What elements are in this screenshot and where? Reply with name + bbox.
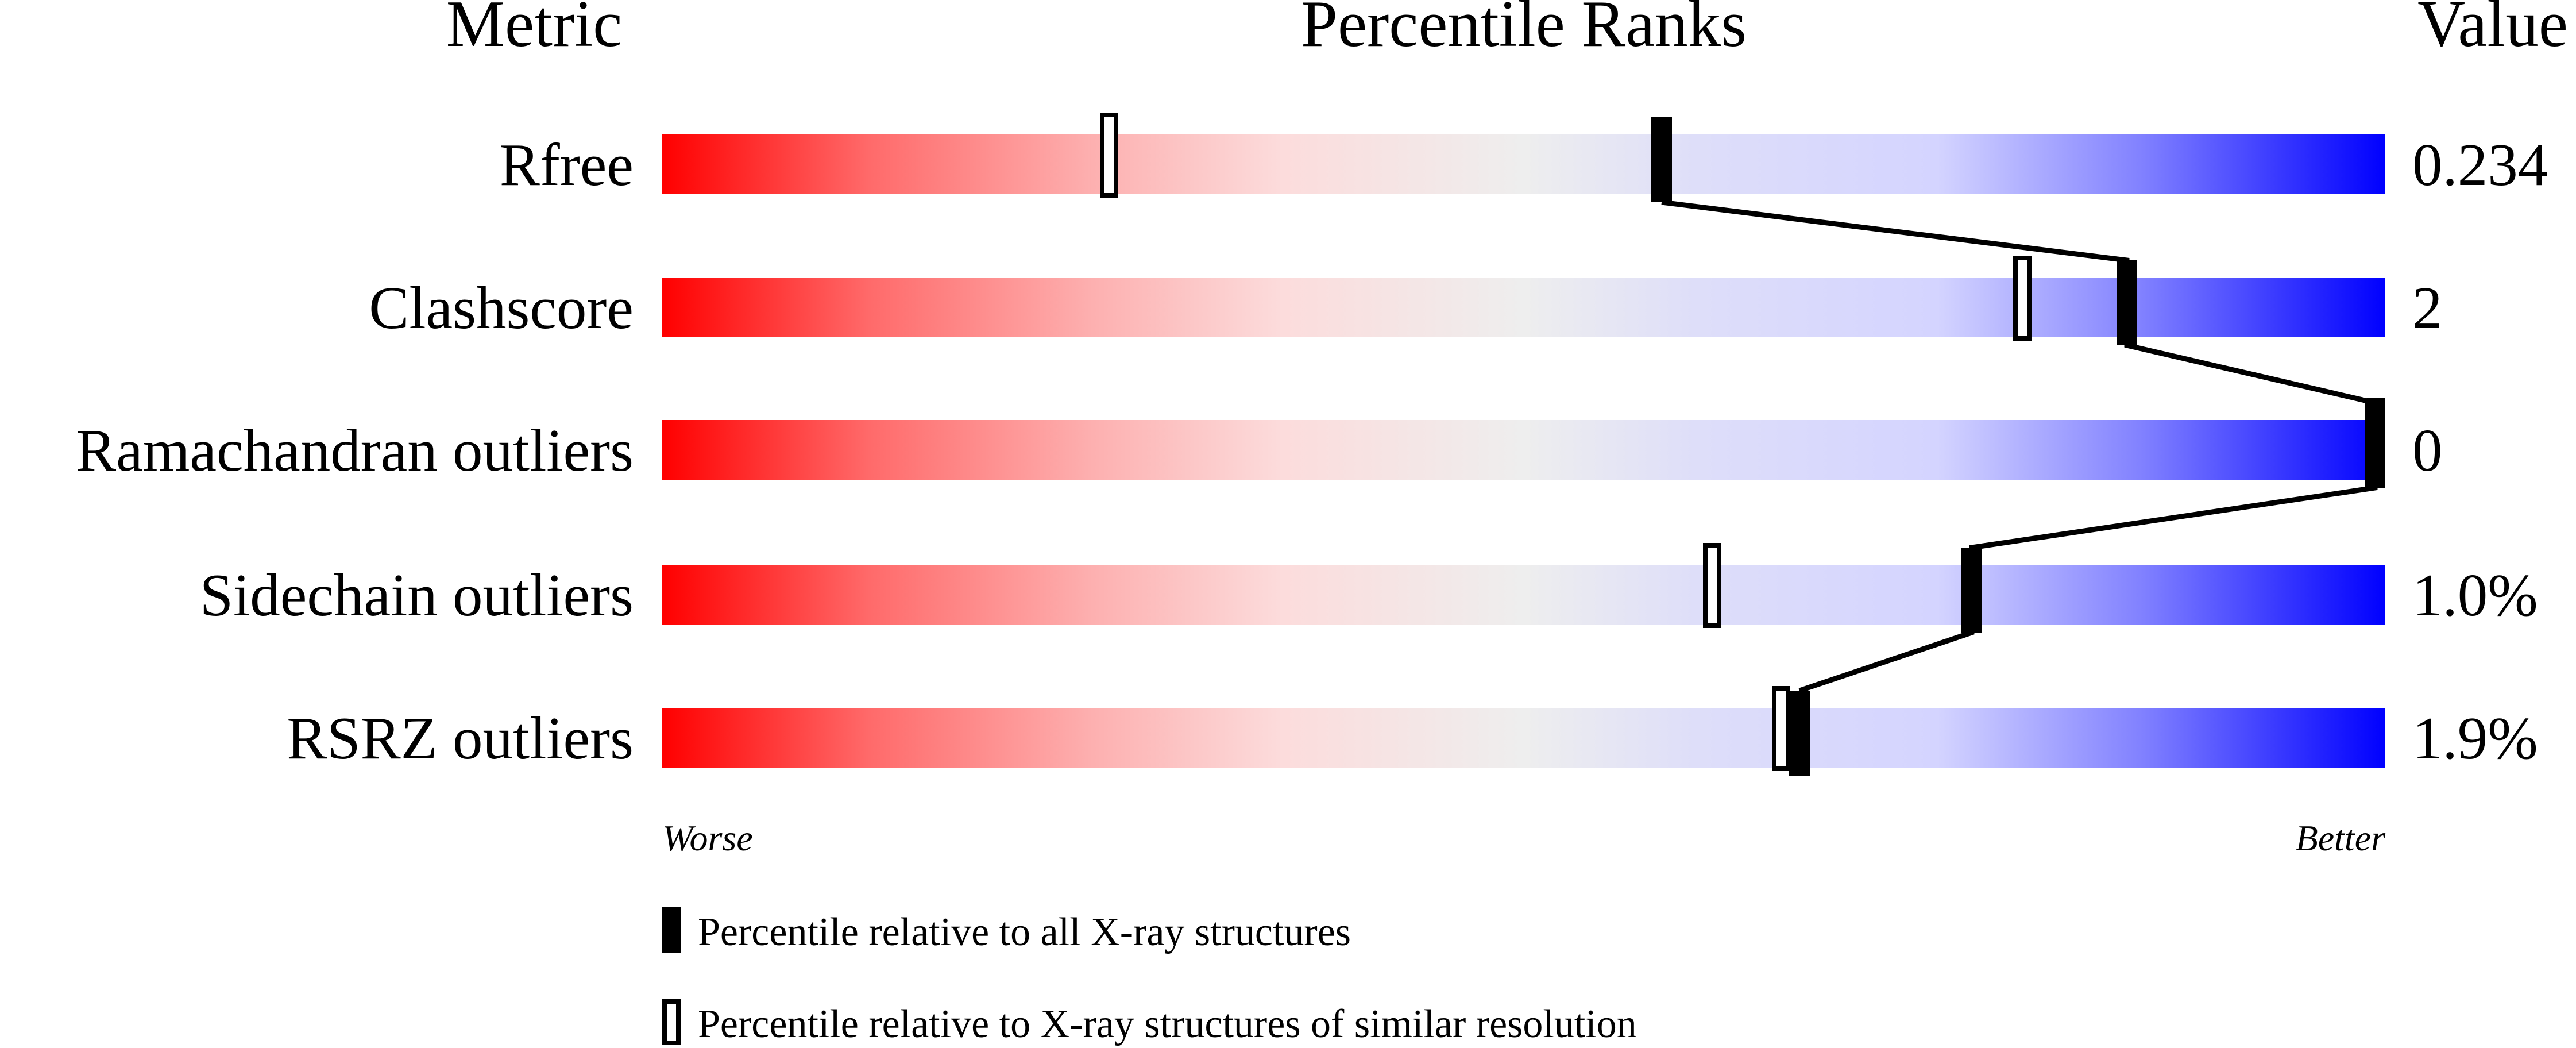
metric-label: Ramachandran outliers: [76, 417, 634, 484]
worse-label: Worse: [662, 818, 753, 858]
legend-filled-marker: [662, 907, 681, 953]
metric-label: RSRZ outliers: [287, 704, 634, 772]
similar-resolution-marker: [2013, 256, 2032, 341]
metric-label: Rfree: [500, 131, 634, 198]
metric-label: Clashscore: [369, 274, 634, 341]
legend-all-label: Percentile relative to all X-ray structu…: [698, 910, 1351, 954]
metric-value: 0.234: [2412, 131, 2548, 198]
percentile-bar: [662, 420, 2385, 480]
all-structures-marker: [2365, 403, 2385, 488]
percentile-bar: [662, 134, 2385, 194]
legend-similar-label: Percentile relative to X-ray structures …: [698, 1002, 1637, 1046]
percentile-bar: [662, 708, 2385, 768]
metric-value: 2: [2412, 274, 2443, 341]
similar-resolution-marker: [1100, 113, 1118, 198]
metric-label: Sidechain outliers: [200, 561, 634, 629]
similar-resolution-marker: [1703, 543, 1721, 628]
better-label: Better: [2296, 818, 2386, 858]
header-value: Value: [2417, 0, 2568, 60]
all-structures-marker: [1961, 548, 1982, 633]
header-metric: Metric: [446, 0, 623, 60]
legend-hollow-marker: [662, 999, 681, 1045]
similar-resolution-marker: [1772, 686, 1790, 771]
metric-value: 1.0%: [2412, 561, 2538, 629]
percentile-bar: [662, 278, 2385, 337]
metric-value: 0: [2412, 417, 2443, 484]
percentile-bar: [662, 565, 2385, 625]
all-structures-marker: [2117, 260, 2137, 345]
header-ranks: Percentile Ranks: [1301, 0, 1747, 60]
metric-value: 1.9%: [2412, 704, 2538, 772]
all-structures-marker: [1789, 691, 1810, 776]
all-structures-marker: [1651, 117, 1672, 202]
